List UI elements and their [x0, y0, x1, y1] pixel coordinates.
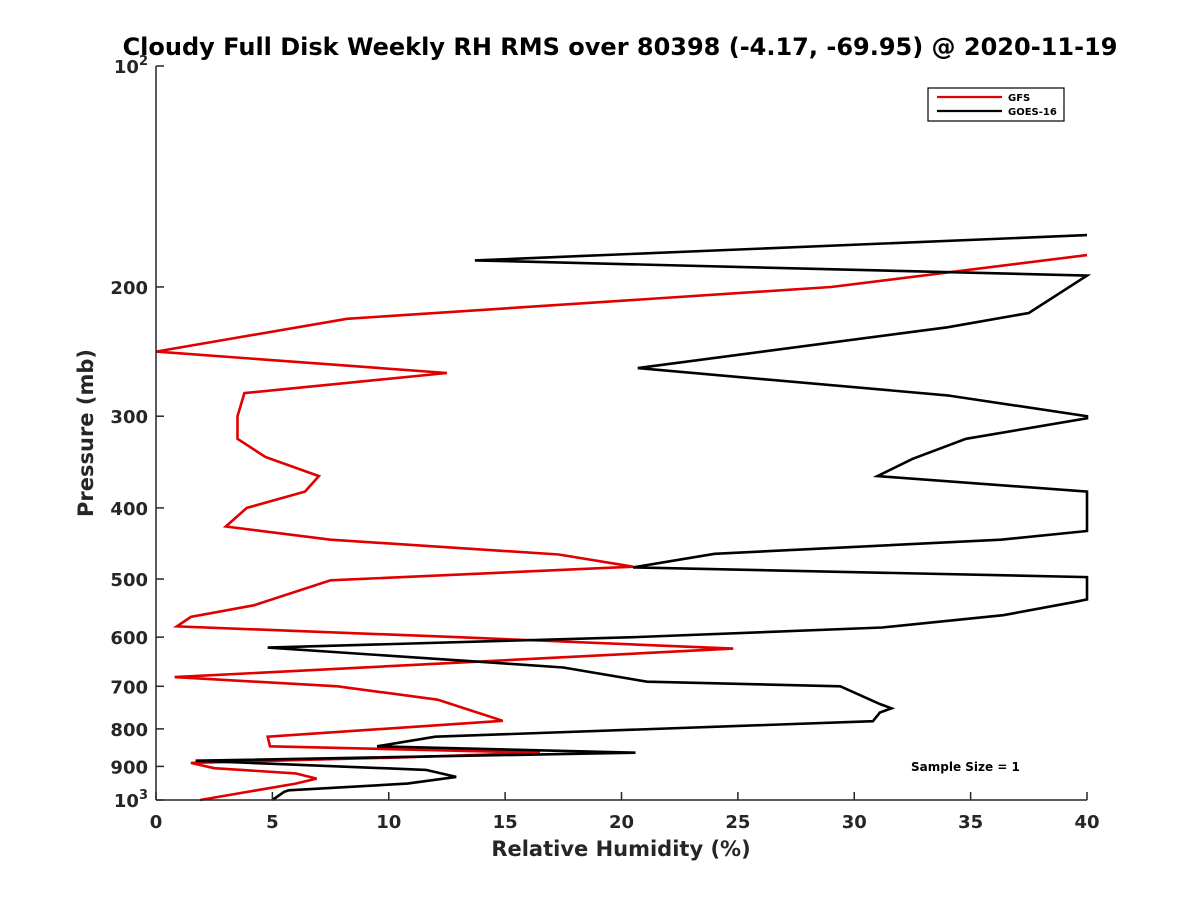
series-line-goes16	[195, 233, 1092, 802]
x-tick-label: 5	[266, 812, 279, 833]
y-tick-label: 800	[110, 720, 148, 741]
sample-size-annotation: Sample Size = 1	[911, 760, 1020, 774]
y-tick-label: 400	[110, 499, 148, 520]
plot-lines	[155, 233, 1092, 802]
x-tick-label: 0	[150, 812, 163, 833]
y-tick-label: 700	[110, 677, 148, 698]
y-tick-label: 600	[110, 628, 148, 649]
x-tick-label: 30	[842, 812, 867, 833]
y-tick-label: 200	[110, 278, 148, 299]
y-ticks: 102 200 300 400 500 600 700 800 900 103	[110, 54, 164, 812]
y-tick-label: 900	[110, 757, 148, 778]
x-tick-label: 35	[958, 812, 983, 833]
x-ticks: 0 5 10 15 20 25 30 35 40	[150, 792, 1100, 833]
x-tick-label: 25	[725, 812, 750, 833]
legend-box	[927, 87, 1065, 122]
legend-label-goes16: GOES-16	[1008, 107, 1057, 118]
x-tick-label: 15	[493, 812, 518, 833]
x-axis-label: Relative Humidity (%)	[491, 837, 750, 861]
y-tick-label: 300	[110, 407, 148, 428]
y-axis-label: Pressure (mb)	[74, 349, 98, 517]
legend: GFS GOES-16	[927, 87, 1065, 122]
x-tick-label: 20	[609, 812, 634, 833]
y-tick-label: 102	[114, 54, 148, 78]
y-tick-label: 103	[114, 788, 148, 812]
x-tick-label: 10	[376, 812, 401, 833]
legend-label-gfs: GFS	[1008, 93, 1030, 104]
chart-title: Cloudy Full Disk Weekly RH RMS over 8039…	[123, 33, 1118, 61]
x-tick-label: 40	[1074, 812, 1099, 833]
y-tick-label: 500	[110, 570, 148, 591]
